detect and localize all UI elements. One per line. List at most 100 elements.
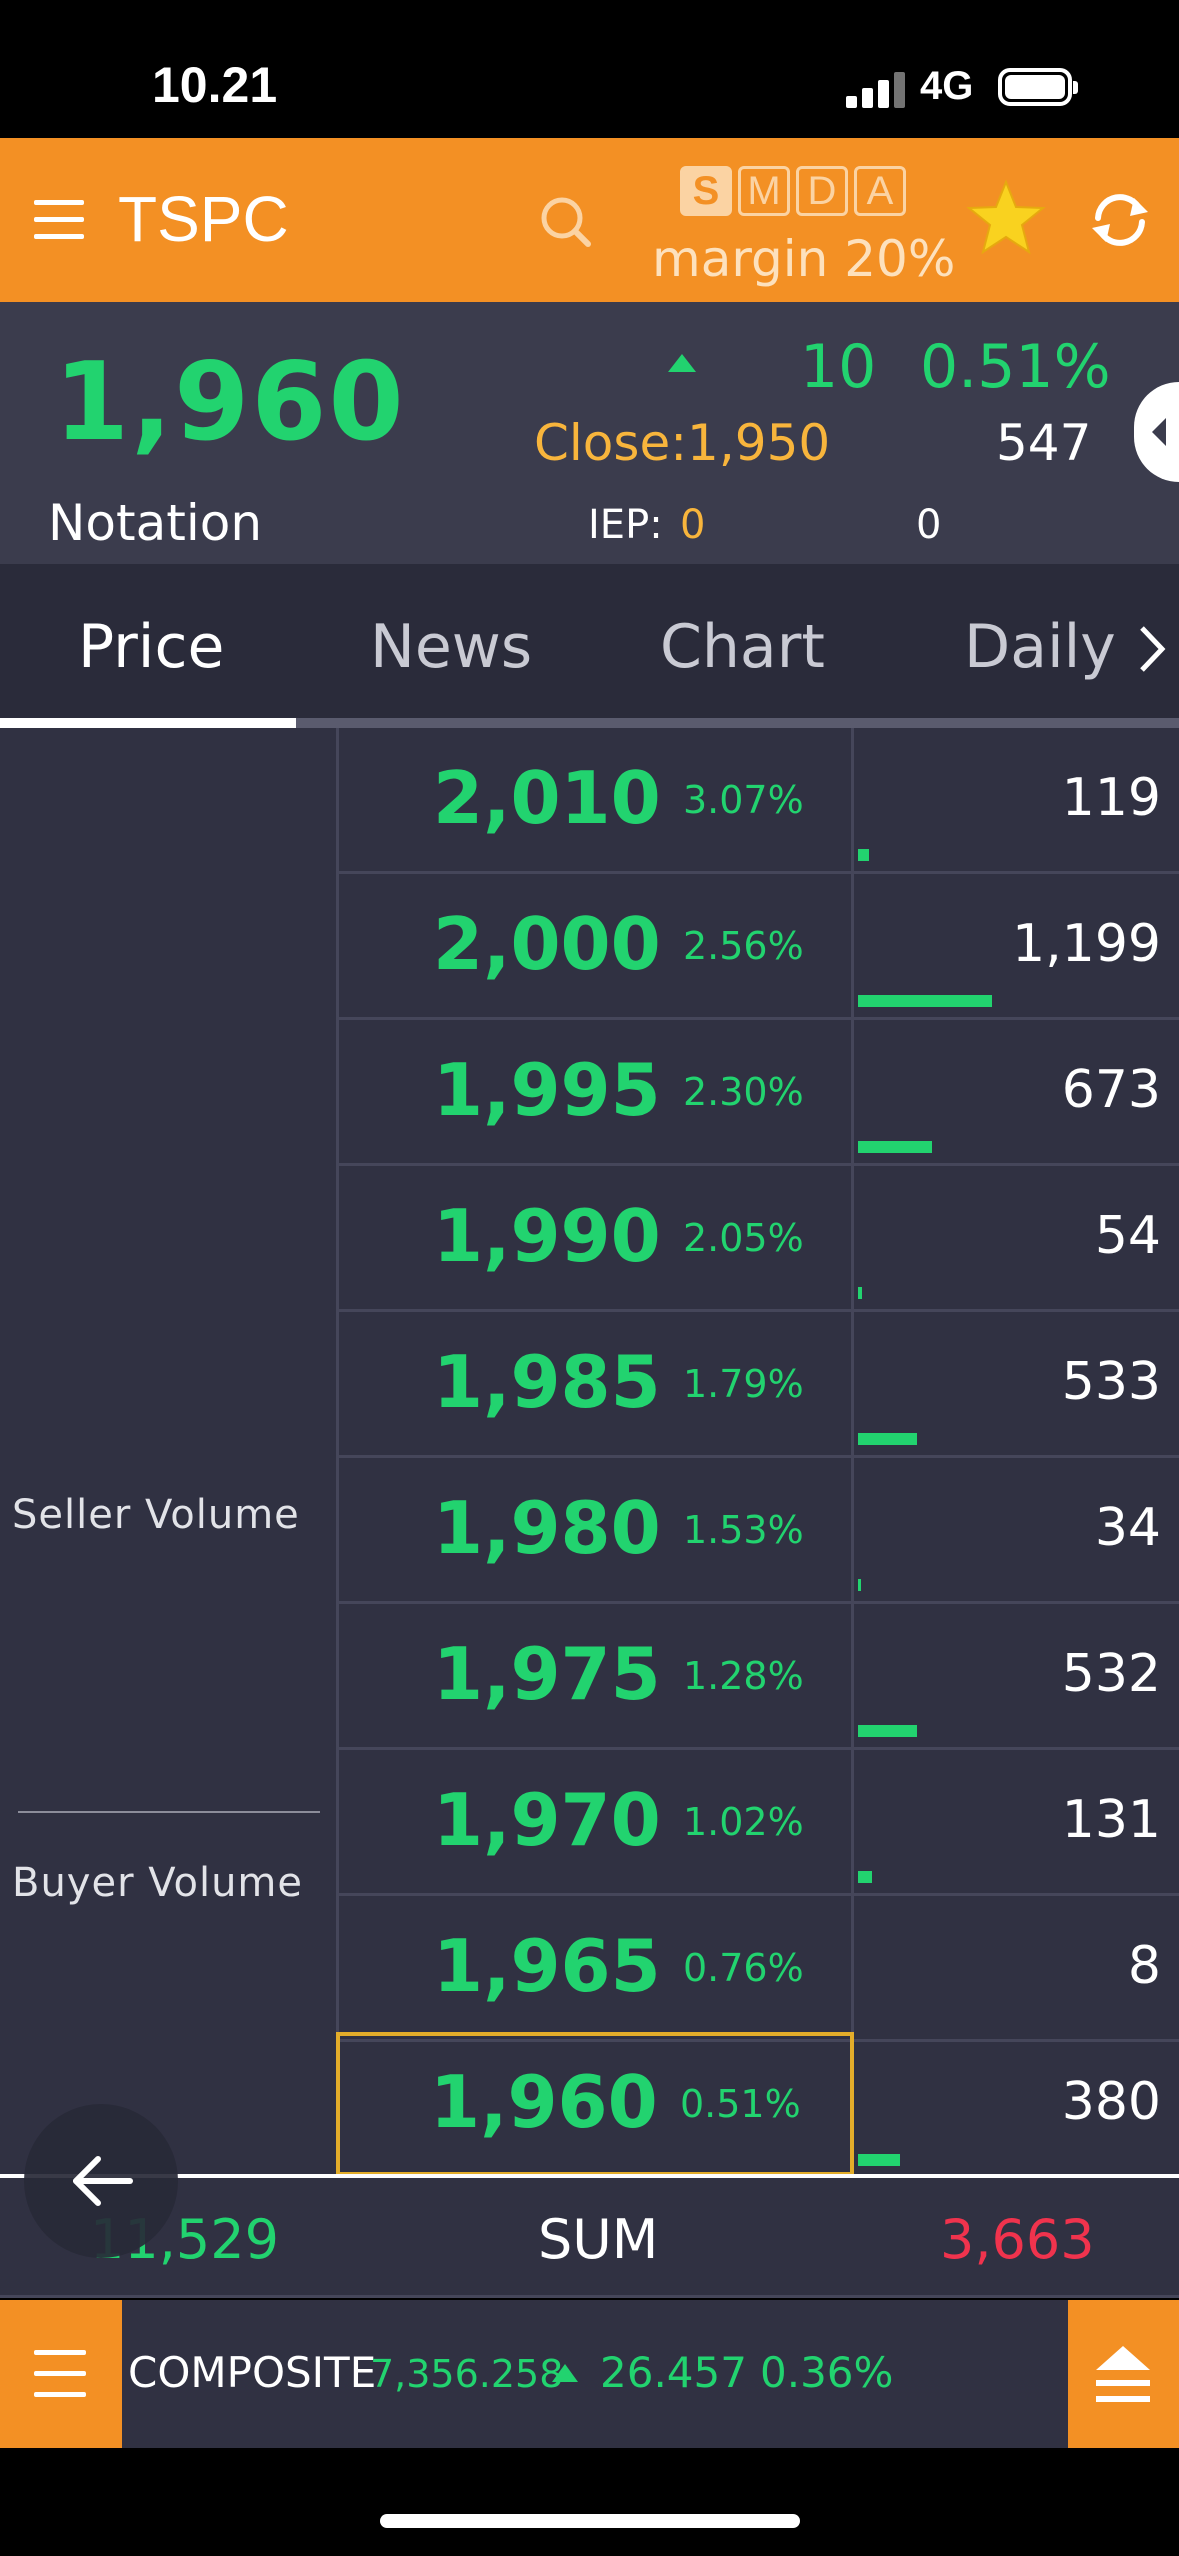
iep-label: IEP: <box>588 502 663 548</box>
signal-icon <box>846 72 906 108</box>
level-volume: 54 <box>1094 1206 1161 1266</box>
seller-volume-label: Seller Volume <box>12 1492 300 1538</box>
search-icon[interactable] <box>538 194 594 250</box>
volume-cell: 532 <box>854 1604 1179 1750</box>
volume-bar <box>858 1287 862 1299</box>
price-change-pct: 0.51% <box>920 332 1111 402</box>
price-level-pct: 0.76% <box>683 1946 804 1990</box>
order-book: Seller Volume Buyer Volume 2,010 3.07% 1… <box>0 728 1179 2176</box>
level-volume: 532 <box>1061 1644 1161 1704</box>
tab-active-indicator <box>0 718 296 728</box>
arrow-left-icon <box>73 2156 133 2206</box>
price-row-current[interactable]: 1,960 0.51% 380 <box>336 2032 1179 2176</box>
price-change: 10 <box>800 332 877 402</box>
price-level: 1,990 <box>433 1194 661 1278</box>
volume-cell: 34 <box>854 1458 1179 1604</box>
price-level: 2,000 <box>433 902 661 986</box>
back-button[interactable] <box>24 2104 178 2258</box>
price-row[interactable]: 1,975 1.28% 532 <box>336 1604 1179 1750</box>
price-level-pct: 2.30% <box>683 1070 804 1114</box>
price-cell: 1,980 1.53% <box>336 1458 854 1604</box>
price-level: 1,975 <box>433 1632 661 1716</box>
board-selector: S M D A <box>680 166 906 216</box>
price-row[interactable]: 2,010 3.07% 119 <box>336 728 1179 874</box>
volume-cell: 8 <box>854 1896 1179 2042</box>
volume-bar <box>858 1141 932 1153</box>
price-level-pct: 3.07% <box>683 778 804 822</box>
board-button-a[interactable]: A <box>854 166 906 216</box>
volume-bar <box>858 1871 872 1883</box>
price-level: 2,010 <box>433 756 661 840</box>
buyer-volume-label: Buyer Volume <box>12 1860 304 1906</box>
price-row[interactable]: 1,980 1.53% 34 <box>336 1458 1179 1604</box>
price-level: 1,985 <box>433 1340 661 1424</box>
notation-label[interactable]: Notation <box>48 494 263 552</box>
board-button-m[interactable]: M <box>738 166 790 216</box>
index-change-pct: 0.36% <box>760 2348 894 2397</box>
price-level-pct: 1.02% <box>683 1800 804 1844</box>
price-row[interactable]: 1,965 0.76% 8 <box>336 1896 1179 2042</box>
volume-cell: 131 <box>854 1750 1179 1896</box>
price-cell: 1,965 0.76% <box>336 1896 854 2042</box>
board-button-d[interactable]: D <box>796 166 848 216</box>
volume-bar <box>858 2154 900 2166</box>
home-indicator-area <box>0 2448 1179 2556</box>
price-level: 1,980 <box>433 1486 661 1570</box>
side-panel-handle-icon[interactable] <box>1134 382 1179 482</box>
price-row[interactable]: 1,995 2.30% 673 <box>336 1020 1179 1166</box>
volume-bar <box>858 1579 861 1591</box>
current-price-cell: 1,960 0.51% <box>336 2032 854 2176</box>
price-level: 1,960 <box>430 2060 658 2144</box>
price-row[interactable]: 1,990 2.05% 54 <box>336 1166 1179 1312</box>
expand-button[interactable] <box>1068 2300 1179 2448</box>
price-level-pct: 1.53% <box>683 1508 804 1552</box>
tab-price[interactable]: Price <box>78 612 225 682</box>
up-arrow-icon <box>668 354 696 372</box>
index-up-arrow-icon <box>552 2364 578 2382</box>
tab-bar: Price News Chart Daily <box>0 564 1179 728</box>
tab-chart[interactable]: Chart <box>660 612 825 682</box>
index-change: 26.457 <box>600 2348 747 2397</box>
tab-news[interactable]: News <box>370 612 533 682</box>
price-level: 1,970 <box>433 1778 661 1862</box>
home-indicator[interactable] <box>380 2514 800 2528</box>
price-level-pct: 2.05% <box>683 1216 804 1260</box>
menu-icon[interactable] <box>34 200 84 240</box>
volume-bar <box>858 1725 917 1737</box>
price-row[interactable]: 1,985 1.79% 533 <box>336 1312 1179 1458</box>
favorite-star-icon[interactable] <box>966 178 1046 258</box>
price-level: 1,965 <box>433 1924 661 2008</box>
price-level-pct: 1.79% <box>683 1362 804 1406</box>
board-button-s[interactable]: S <box>680 166 732 216</box>
tab-daily[interactable]: Daily <box>964 612 1116 682</box>
price-cell: 2,000 2.56% <box>336 874 854 1020</box>
sum-label: SUM <box>538 2208 659 2271</box>
level-volume: 380 <box>1061 2072 1161 2132</box>
iep-volume: 0 <box>916 502 942 548</box>
level-volume: 533 <box>1061 1352 1161 1412</box>
trade-volume: 547 <box>996 414 1092 472</box>
status-time: 10.21 <box>152 57 278 113</box>
chevron-right-icon[interactable] <box>1136 624 1166 674</box>
price-level-pct: 2.56% <box>683 924 804 968</box>
sum-row: 11,529 SUM 3,663 <box>0 2178 1179 2298</box>
level-volume: 8 <box>1127 1936 1161 1996</box>
volume-cell: 119 <box>854 728 1179 874</box>
battery-icon <box>998 68 1078 106</box>
refresh-icon[interactable] <box>1084 184 1156 256</box>
volume-cell: 673 <box>854 1020 1179 1166</box>
price-row[interactable]: 2,000 2.56% 1,199 <box>336 874 1179 1020</box>
price-cell: 1,975 1.28% <box>336 1604 854 1750</box>
volume-bar <box>858 995 992 1007</box>
volume-cell: 1,199 <box>854 874 1179 1020</box>
expand-up-icon <box>1096 2346 1150 2402</box>
margin-label: margin 20% <box>652 230 956 288</box>
volume-cell: 533 <box>854 1312 1179 1458</box>
iep-value: 0 <box>680 502 706 548</box>
price-level-pct: 0.51% <box>680 2082 801 2126</box>
index-menu-button[interactable] <box>0 2300 122 2448</box>
network-label: 4G <box>920 64 974 108</box>
price-row[interactable]: 1,970 1.02% 131 <box>336 1750 1179 1896</box>
stock-symbol[interactable]: TSPC <box>118 183 289 255</box>
app-header: TSPC S M D A margin 20% <box>0 138 1179 302</box>
